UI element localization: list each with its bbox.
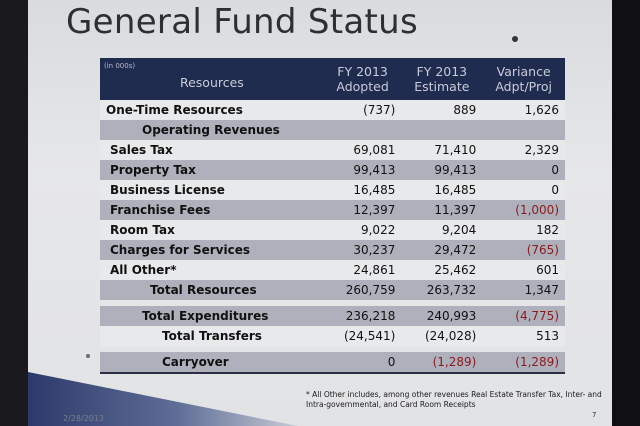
table-row: Operating Revenues	[100, 120, 565, 140]
row-label: Total Resources	[100, 280, 324, 300]
slide-title: General Fund Status	[66, 2, 419, 42]
cell-adopted: 16,485	[323, 180, 402, 200]
header-fy-estimate: FY 2013 Estimate	[401, 58, 483, 100]
cell-estimate: (24,028)	[401, 326, 483, 346]
row-label: Room Tax	[100, 220, 324, 240]
cell-variance: 182	[482, 220, 565, 240]
table-row: Franchise Fees 12,397 11,397 (1,000)	[100, 200, 565, 220]
table-row: Room Tax 9,022 9,204 182	[100, 220, 565, 240]
cell-variance: 2,329	[482, 140, 565, 160]
row-label: Franchise Fees	[100, 200, 324, 220]
cell-adopted: 236,218	[323, 306, 402, 326]
cell-variance: 601	[482, 260, 565, 280]
bullet-artifact	[86, 354, 90, 358]
table-row: One-Time Resources (737) 889 1,626	[100, 100, 565, 120]
cell-variance: (4,775)	[482, 306, 565, 326]
cell-estimate: 25,462	[401, 260, 483, 280]
units-note: (in 000s)	[104, 62, 136, 70]
cell-adopted: 260,759	[323, 280, 402, 300]
cell-estimate: 889	[401, 100, 483, 120]
row-label: Property Tax	[100, 160, 324, 180]
row-label: All Other*	[100, 260, 324, 280]
cell-estimate: 29,472	[401, 240, 483, 260]
row-label: Total Transfers	[100, 326, 324, 346]
header-resources: (in 000s) Resources	[100, 58, 324, 100]
row-label: One-Time Resources	[100, 100, 324, 120]
table-header-row: (in 000s) Resources FY 2013 Adopted FY 2…	[100, 58, 565, 100]
table-row: Property Tax 99,413 99,413 0	[100, 160, 565, 180]
header-fy-estimate-line2: Estimate	[414, 79, 470, 94]
table-row: Total Resources 260,759 263,732 1,347	[100, 280, 565, 300]
cell-adopted: 12,397	[323, 200, 402, 220]
cell-adopted: 0	[323, 352, 402, 374]
header-variance: Variance Adpt/Proj	[482, 58, 565, 100]
header-variance-line2: Adpt/Proj	[495, 79, 552, 94]
cell-estimate	[401, 120, 483, 140]
footnote: * All Other includes, among other revenu…	[306, 390, 602, 409]
cell-estimate: 71,410	[401, 140, 483, 160]
slide-date: 2/28/2013	[63, 414, 105, 423]
cell-adopted: (24,541)	[323, 326, 402, 346]
cell-variance: 513	[482, 326, 565, 346]
cell-variance: 0	[482, 160, 565, 180]
cell-adopted	[323, 120, 402, 140]
row-label: Carryover	[100, 352, 324, 374]
header-variance-line1: Variance	[496, 64, 551, 79]
cell-adopted: 99,413	[323, 160, 402, 180]
row-label: Operating Revenues	[100, 120, 324, 140]
table-row: All Other* 24,861 25,462 601	[100, 260, 565, 280]
cell-variance: (765)	[482, 240, 565, 260]
cell-adopted: 9,022	[323, 220, 402, 240]
table-row: Business License 16,485 16,485 0	[100, 180, 565, 200]
page-number: 7	[592, 411, 597, 419]
cell-variance: 0	[482, 180, 565, 200]
table-row: Total Expenditures 236,218 240,993 (4,77…	[100, 306, 565, 326]
cell-adopted: (737)	[323, 100, 402, 120]
header-fy-adopted-line1: FY 2013	[337, 64, 388, 79]
cell-adopted: 30,237	[323, 240, 402, 260]
cell-estimate: 240,993	[401, 306, 483, 326]
cell-estimate: 11,397	[401, 200, 483, 220]
row-label: Business License	[100, 180, 324, 200]
header-fy-adopted-line2: Adopted	[336, 79, 389, 94]
general-fund-table: (in 000s) Resources FY 2013 Adopted FY 2…	[100, 58, 565, 374]
cell-estimate: 9,204	[401, 220, 483, 240]
slide: General Fund Status (in 000s) Resources …	[28, 0, 612, 426]
cell-variance	[482, 120, 565, 140]
row-label: Total Expenditures	[100, 306, 324, 326]
row-label: Sales Tax	[100, 140, 324, 160]
header-resources-label: Resources	[179, 74, 244, 90]
cell-variance: (1,000)	[482, 200, 565, 220]
cell-variance: 1,347	[482, 280, 565, 300]
cell-estimate: 16,485	[401, 180, 483, 200]
cell-adopted: 24,861	[323, 260, 402, 280]
cell-variance: (1,289)	[482, 352, 565, 374]
row-label: Charges for Services	[100, 240, 324, 260]
table-row: Carryover 0 (1,289) (1,289)	[100, 352, 565, 374]
table-row: Charges for Services 30,237 29,472 (765)	[100, 240, 565, 260]
cell-adopted: 69,081	[323, 140, 402, 160]
laser-dot-artifact	[512, 36, 518, 42]
table-row: Total Transfers (24,541) (24,028) 513	[100, 326, 565, 346]
header-fy-adopted: FY 2013 Adopted	[323, 58, 402, 100]
cell-estimate: 99,413	[401, 160, 483, 180]
cell-variance: 1,626	[482, 100, 565, 120]
table-row: Sales Tax 69,081 71,410 2,329	[100, 140, 565, 160]
cell-estimate: (1,289)	[401, 352, 483, 374]
header-fy-estimate-line1: FY 2013	[416, 64, 468, 79]
cell-estimate: 263,732	[401, 280, 483, 300]
